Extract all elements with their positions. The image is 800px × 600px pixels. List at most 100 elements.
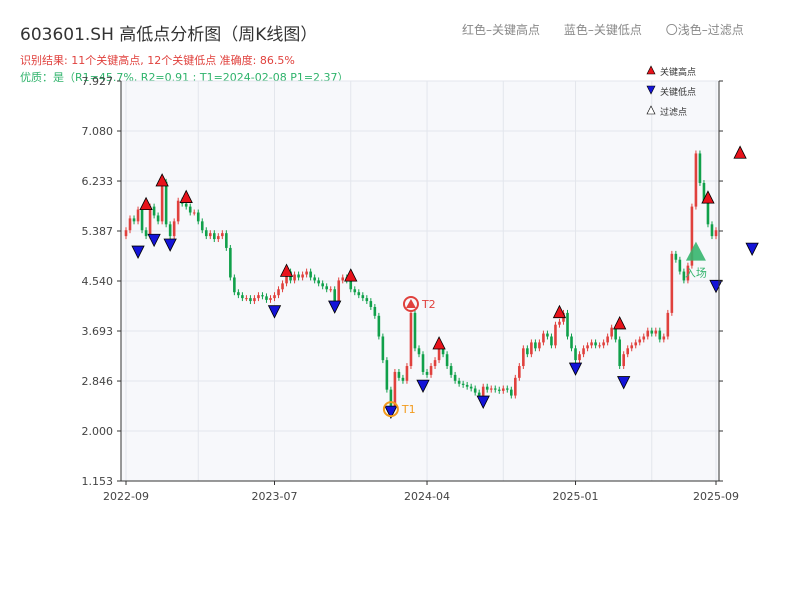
candle-body <box>313 277 316 281</box>
candle-body <box>473 388 477 393</box>
candle-body <box>590 342 593 346</box>
legend-filtered-label: 过滤点 <box>660 106 687 118</box>
y-tick-label: 4.540 <box>82 275 114 288</box>
candle-body <box>373 306 377 316</box>
entry-marker <box>685 241 706 261</box>
candle-body <box>245 298 248 300</box>
candle-body <box>501 388 505 391</box>
candle-body <box>321 283 324 287</box>
candle-body <box>281 283 284 290</box>
candle-body <box>273 295 276 299</box>
candle-body <box>654 330 658 334</box>
candle-body <box>184 203 188 207</box>
candle-body <box>217 236 220 240</box>
candle-body <box>285 271 288 284</box>
candle-body <box>449 366 453 375</box>
candle-body <box>305 271 308 275</box>
candle-body <box>148 206 152 237</box>
candle-body <box>421 354 425 372</box>
candle-body <box>642 336 646 340</box>
candle-body <box>353 289 357 293</box>
candle-body <box>196 212 200 222</box>
candle-body <box>522 348 525 367</box>
candle-body <box>461 383 465 385</box>
chart-title: 603601.SH 高低点分析图（周K线图） <box>20 25 318 45</box>
candle-body <box>409 312 413 367</box>
candle-body <box>514 377 517 396</box>
candle-body <box>670 253 674 313</box>
candle-body <box>212 233 216 240</box>
candle-body <box>237 292 240 296</box>
candle-body <box>566 312 569 337</box>
key-low-marker <box>328 300 342 314</box>
key-low-marker <box>163 238 177 252</box>
candle-body <box>233 277 236 293</box>
candle-body <box>469 386 473 389</box>
candle-body <box>437 348 441 361</box>
candle-body <box>385 360 389 390</box>
candle-body <box>457 380 461 384</box>
legend-blue-text: 蓝色–关键低点 <box>563 23 642 37</box>
key-low-marker <box>267 305 282 319</box>
candle-body <box>650 330 654 334</box>
candle-body <box>497 389 501 391</box>
candle-body <box>646 330 650 337</box>
candle-body <box>574 348 577 361</box>
x-tick-label: 2023-07 <box>252 490 298 503</box>
candle-body <box>124 230 128 237</box>
key-high-marker <box>155 173 169 187</box>
candle-body <box>489 388 493 390</box>
key-high-marker <box>701 190 715 204</box>
candle-body <box>558 321 561 325</box>
candle-body <box>369 301 373 307</box>
candle-body <box>405 366 409 381</box>
x-tick-label: 2025-09 <box>693 490 739 503</box>
candle-body <box>666 312 670 337</box>
candle-body <box>397 371 401 378</box>
candle-body <box>614 327 617 340</box>
candle-body <box>357 292 361 296</box>
y-tick-label: 1.153 <box>82 475 114 488</box>
candle-body <box>477 392 481 396</box>
candle-body <box>542 333 545 343</box>
key-low-marker <box>617 376 631 390</box>
candle-body <box>301 274 304 278</box>
y-tick-label: 7.927 <box>82 75 114 88</box>
candle-body <box>225 233 228 248</box>
candle-body <box>445 354 449 367</box>
axes: 7.927 7.080 6.233 5.387 4.540 3.693 2.846 2.000… <box>82 75 739 503</box>
t2-circle <box>402 296 419 313</box>
candle-body <box>622 354 625 367</box>
key-high-marker <box>552 304 567 319</box>
candle-body <box>309 271 312 278</box>
legend-low-label: 关键低点 <box>660 86 696 98</box>
y-tick-label: 2.846 <box>82 375 114 388</box>
candle-body <box>554 324 557 346</box>
t1-circle <box>382 401 399 418</box>
candle-body <box>253 298 256 302</box>
candle-body <box>530 342 533 355</box>
candle-body <box>582 348 585 355</box>
x-tick-label: 2024-04 <box>404 490 450 503</box>
candle-body <box>381 336 385 361</box>
candle-body <box>200 221 204 231</box>
candle-body <box>550 336 553 346</box>
candle-body <box>208 233 212 237</box>
candle-body <box>156 215 160 222</box>
key-high-marker <box>733 145 747 159</box>
result-text: 识别结果: 11个关键高点, 12个关键低点 准确度: 86.5% <box>20 54 295 67</box>
candle-body <box>333 289 337 302</box>
candle-body <box>249 298 252 302</box>
candle-body <box>132 218 136 222</box>
entry-label: 入场 <box>685 266 707 280</box>
candle-body <box>662 336 666 340</box>
candle-body <box>221 233 224 237</box>
candle-body <box>277 289 280 296</box>
candle-body <box>518 366 521 378</box>
candle-body <box>534 342 537 349</box>
candle-body <box>610 327 613 337</box>
candle-body <box>128 218 132 231</box>
candle-body <box>658 330 662 340</box>
candle-body <box>144 230 148 237</box>
